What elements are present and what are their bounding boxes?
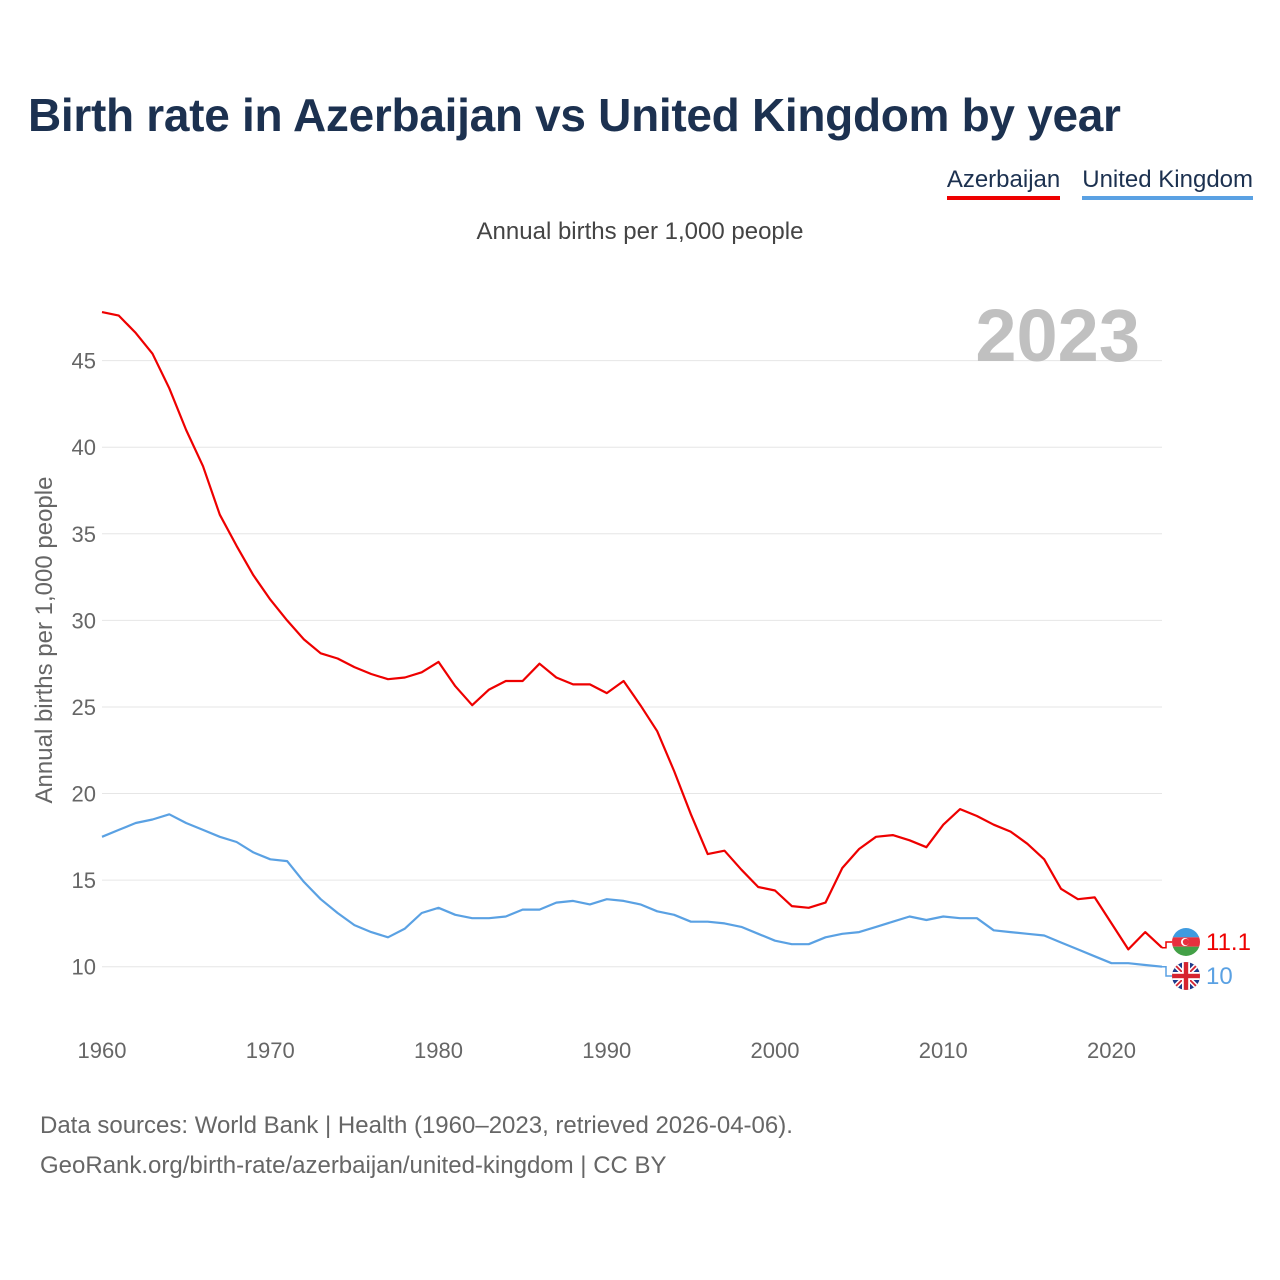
year-badge: 2023 (975, 294, 1140, 377)
footer-url[interactable]: GeoRank.org/birth-rate/azerbaijan/united… (40, 1152, 667, 1179)
y-tick-label: 25 (72, 695, 96, 720)
series-line-azerbaijan (101, 311, 1163, 951)
legend-item-azerbaijan[interactable]: Azerbaijan (946, 166, 1061, 200)
end-connector (1162, 941, 1172, 949)
series-line-united-kingdom (101, 813, 1163, 968)
united-kingdom-flag-icon (1172, 962, 1200, 990)
end-connector (1162, 965, 1172, 977)
legend: Azerbaijan United Kingdom (946, 166, 1253, 200)
footer-sources: Data sources: World Bank | Health (1960–… (40, 1112, 793, 1139)
y-tick-label: 40 (72, 435, 96, 460)
x-tick-label: 1970 (246, 1038, 295, 1063)
chart-subtitle: Annual births per 1,000 people (476, 218, 804, 245)
y-tick-label: 35 (72, 522, 96, 547)
footer: Data sources: World Bank | Health (1960–… (40, 1106, 793, 1186)
y-tick-label: 15 (72, 868, 96, 893)
end-value-label-azerbaijan: 11.1 (1206, 929, 1251, 956)
line-chart: 10 15 20 25 30 35 40 45 1960 1970 1980 1990 2000 2010… (31, 294, 1251, 1063)
y-tick-label: 10 (72, 955, 96, 980)
x-tick-label: 2000 (751, 1038, 800, 1063)
y-tick-label: 45 (72, 349, 96, 374)
x-tick-label: 1990 (582, 1038, 631, 1063)
y-tick-label: 30 (72, 608, 96, 633)
azerbaijan-flag-icon (1172, 928, 1200, 956)
x-tick-label: 1960 (78, 1038, 127, 1063)
x-tick-label: 2020 (1087, 1038, 1136, 1063)
x-tick-label: 1980 (414, 1038, 463, 1063)
chart-title: Birth rate in Azerbaijan vs United Kingd… (28, 89, 1121, 141)
legend-item-united-kingdom[interactable]: United Kingdom (1082, 166, 1253, 200)
y-tick-label: 20 (72, 782, 96, 807)
y-axis-label: Annual births per 1,000 people (31, 477, 58, 804)
x-tick-label: 2010 (919, 1038, 968, 1063)
end-value-label-united-kingdom: 10 (1206, 963, 1233, 990)
